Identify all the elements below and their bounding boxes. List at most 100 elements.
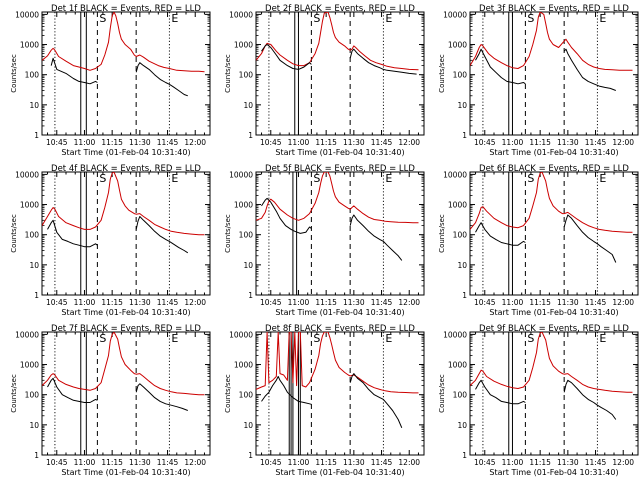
x-tick-label: 12:00 [184, 138, 206, 147]
x-tick-label: 10:45 [474, 138, 496, 147]
x-axis-label: Start Time (01-Feb-04 10:31:40) [489, 148, 618, 157]
events-series-line [261, 376, 312, 405]
y-tick-label: 1 [34, 291, 39, 300]
x-tick-label: 11:45 [157, 138, 179, 147]
panel-title: Det 3f BLACK = Events, RED = LLD [479, 4, 629, 14]
x-tick-label: 10:45 [46, 138, 68, 147]
x-tick-label: 12:00 [398, 458, 420, 467]
series-group [256, 12, 419, 75]
x-tick-label: 11:45 [157, 298, 179, 307]
y-tick-label: 100 [239, 231, 254, 240]
start-marker: S [527, 12, 534, 25]
y-tick-label: 100 [239, 71, 254, 80]
x-tick-label: 11:00 [288, 458, 310, 467]
y-axis-label: Counts/sec [224, 214, 232, 253]
panel-1: Det 1f BLACK = Events, RED = LLD 1 10 100 10… [10, 4, 211, 157]
plot-frame [41, 11, 211, 136]
y-axis-label: Counts/sec [224, 374, 232, 413]
x-tick-label: 11:45 [371, 138, 393, 147]
series-group [470, 172, 633, 263]
end-marker: E [171, 172, 178, 185]
x-axis-label: Start Time (01-Feb-04 10:31:40) [275, 468, 404, 477]
start-marker: S [99, 172, 106, 185]
events-series-line [261, 44, 312, 70]
y-axis-label: Counts/sec [438, 54, 446, 93]
y-tick-label: 100 [25, 231, 40, 240]
start-marker: S [313, 332, 320, 345]
x-axis-label: Start Time (01-Feb-04 10:31:40) [489, 468, 618, 477]
y-tick-label: 1 [462, 451, 467, 460]
events-series-line [475, 379, 526, 405]
panel-title: Det 2f BLACK = Events, RED = LLD [265, 4, 415, 14]
x-tick-label: 11:45 [371, 458, 393, 467]
series-group [42, 332, 205, 411]
y-tick-label: 100 [25, 71, 40, 80]
x-tick-label: 11:00 [74, 298, 96, 307]
x-tick-label: 11:15 [315, 298, 337, 307]
y-axis-label: Counts/sec [438, 214, 446, 253]
x-tick-label: 12:00 [398, 298, 420, 307]
plot-frame [255, 171, 425, 296]
x-tick-label: 11:45 [157, 458, 179, 467]
x-tick-label: 11:15 [101, 458, 123, 467]
panel-2: Det 2f BLACK = Events, RED = LLD 1 10 100 10… [224, 4, 425, 157]
events-series-line [135, 383, 188, 411]
x-tick-label: 11:30 [129, 458, 151, 467]
y-tick-label: 100 [453, 231, 468, 240]
start-marker: S [527, 172, 534, 185]
y-tick-label: 1000 [234, 361, 253, 370]
end-marker: E [599, 172, 606, 185]
plot-frame [255, 11, 425, 136]
y-tick-label: 10000 [229, 330, 253, 339]
panel-title: Det 1f BLACK = Events, RED = LLD [51, 4, 201, 14]
x-tick-label: 11:45 [371, 298, 393, 307]
y-axis-label: Counts/sec [10, 214, 18, 253]
events-series-line [349, 373, 403, 428]
end-marker: E [599, 12, 606, 25]
panel-title: Det 6f BLACK = Events, RED = LLD [479, 164, 629, 174]
start-marker: S [99, 12, 106, 25]
x-tick-label: 11:30 [343, 458, 365, 467]
plot-frame [469, 331, 639, 456]
series-group [256, 332, 419, 428]
events-series-line [261, 197, 312, 234]
lld-series-line [256, 12, 419, 71]
x-tick-label: 11:30 [557, 458, 579, 467]
panel-title: Det 9f BLACK = Events, RED = LLD [479, 324, 629, 334]
events-series-line [475, 48, 526, 85]
x-tick-label: 11:30 [129, 298, 151, 307]
y-tick-label: 10000 [15, 330, 39, 339]
lld-series-line [42, 12, 205, 73]
start-marker: S [99, 332, 106, 345]
x-axis-label: Start Time (01-Feb-04 10:31:40) [61, 308, 190, 317]
y-tick-label: 100 [239, 391, 254, 400]
y-tick-label: 10 [243, 101, 253, 110]
x-tick-label: 11:15 [529, 298, 551, 307]
x-tick-label: 11:30 [129, 138, 151, 147]
events-series-line [475, 222, 526, 246]
y-tick-label: 1 [462, 291, 467, 300]
y-tick-label: 1000 [20, 41, 39, 50]
y-tick-label: 1000 [234, 201, 253, 210]
lld-series-line [256, 172, 419, 224]
y-tick-label: 10000 [229, 170, 253, 179]
events-series-line [50, 57, 98, 85]
end-marker: E [385, 172, 392, 185]
y-tick-label: 1000 [234, 41, 253, 50]
panel-6: Det 6f BLACK = Events, RED = LLD 1 10 100 10… [438, 164, 639, 317]
lld-series-line [470, 12, 633, 71]
end-marker: E [599, 332, 606, 345]
y-tick-label: 10000 [443, 330, 467, 339]
events-series-line [135, 62, 188, 97]
y-tick-label: 10000 [443, 170, 467, 179]
x-tick-label: 12:00 [184, 458, 206, 467]
y-tick-label: 1 [248, 131, 253, 140]
x-tick-label: 11:45 [585, 138, 607, 147]
plot-frame [41, 171, 211, 296]
y-tick-label: 100 [453, 391, 468, 400]
y-tick-label: 10 [457, 421, 467, 430]
end-marker: E [171, 332, 178, 345]
x-tick-label: 11:15 [529, 138, 551, 147]
y-axis-label: Counts/sec [10, 374, 18, 413]
